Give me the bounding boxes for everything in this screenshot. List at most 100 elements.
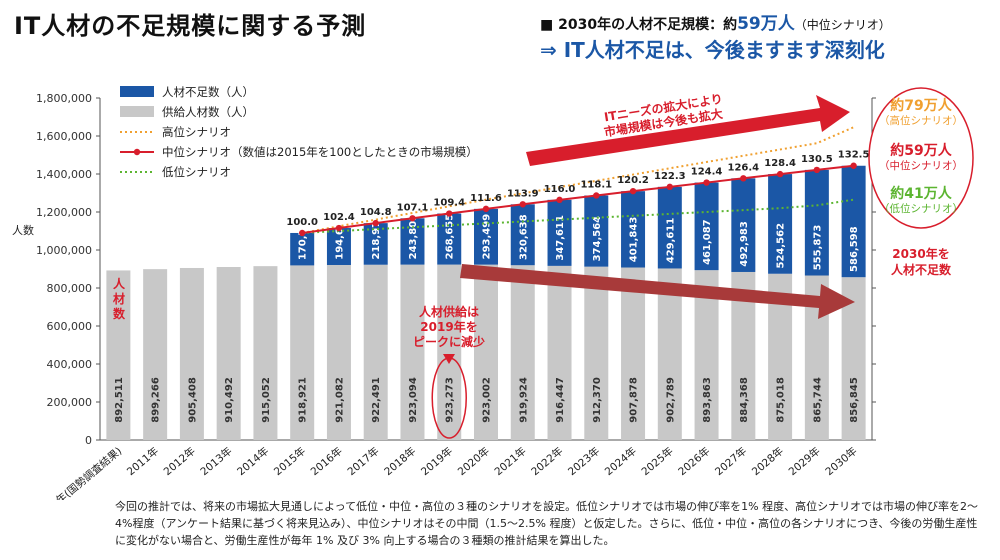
market-index-label: 132.5 bbox=[838, 150, 870, 161]
mid-scenario-point bbox=[666, 183, 674, 191]
x-tick-label: 2019年 bbox=[418, 444, 455, 478]
shortage-bar bbox=[841, 165, 866, 278]
supply-value-label: 865,744 bbox=[812, 377, 823, 423]
mid-scenario-point bbox=[629, 187, 637, 195]
shortage-2030-circle bbox=[868, 87, 974, 229]
x-tick-label: 2010年(国勢調査結果) bbox=[33, 444, 124, 500]
supply-value-label: 916,447 bbox=[555, 377, 566, 423]
supply-side-label: 材 bbox=[112, 291, 125, 306]
series-line-3 bbox=[302, 164, 854, 234]
x-tick-label: 2027年 bbox=[712, 444, 749, 478]
market-index-label: 128.4 bbox=[764, 158, 796, 169]
shortage-value-label: 374,564 bbox=[592, 216, 603, 262]
supply-value-label: 922,491 bbox=[371, 377, 382, 423]
series-line-2 bbox=[302, 126, 855, 234]
shortage-bar bbox=[657, 186, 682, 269]
market-index-label: 111.6 bbox=[470, 193, 502, 204]
shortage-2030-label: 2030年を bbox=[892, 246, 949, 261]
supply-value-label: 912,370 bbox=[592, 377, 603, 423]
note-suffix: （中位シナリオ） bbox=[794, 18, 891, 32]
supply-bar bbox=[326, 264, 351, 440]
mid-scenario-point bbox=[519, 201, 526, 208]
shortage-bar bbox=[437, 213, 462, 265]
mid-scenario-point bbox=[335, 224, 343, 232]
supply-peak-text: ピークに減少 bbox=[413, 334, 485, 349]
footnote: 今回の推計では、将来の市場拡大見通しによって低位・中位・高位の３種のシナリオを設… bbox=[115, 500, 979, 547]
supply-value-label: 919,924 bbox=[518, 377, 529, 423]
supply-value-label: 902,789 bbox=[665, 377, 676, 423]
shortage-bar bbox=[621, 191, 646, 268]
peak-marker bbox=[443, 354, 455, 364]
x-tick-label: 2017年 bbox=[345, 444, 382, 478]
legend-label: 高位シナリオ bbox=[162, 125, 231, 139]
supply-peak-text: 2019年を bbox=[420, 319, 477, 334]
supply-side-label: 数 bbox=[113, 306, 126, 321]
mid-scenario-point bbox=[776, 170, 784, 178]
supply-bar bbox=[584, 266, 609, 440]
supply-decline-arrow bbox=[460, 264, 855, 319]
y-tick-label: 200,000 bbox=[47, 396, 93, 409]
shortage-bar bbox=[400, 218, 425, 265]
x-tick-label: 2029年 bbox=[786, 444, 823, 478]
shortage-value-label: 555,873 bbox=[812, 225, 823, 271]
scenario-value: 約59万人 bbox=[890, 142, 952, 159]
market-growth-arrow bbox=[526, 95, 850, 166]
supply-value-label: 915,052 bbox=[261, 377, 272, 423]
shortage-bar bbox=[474, 208, 498, 265]
mid-scenario-point bbox=[813, 166, 821, 174]
headline-note: ■ 2030年の人材不足規模：約59万人（中位シナリオ） bbox=[540, 9, 891, 34]
supply-bar bbox=[510, 265, 535, 440]
supply-value-label: 923,002 bbox=[482, 377, 493, 423]
shortage-bar bbox=[731, 178, 756, 272]
x-tick-label: 2015年 bbox=[271, 444, 308, 478]
x-tick-label: 2018年 bbox=[382, 444, 419, 478]
supply-bar bbox=[400, 264, 425, 440]
x-tick-label: 2026年 bbox=[676, 444, 713, 478]
y-tick-label: 1,600,000 bbox=[36, 130, 92, 143]
shortage-value-label: 586,598 bbox=[849, 226, 860, 272]
x-tick-label: 2013年 bbox=[198, 444, 235, 478]
x-tick-label: 2022年 bbox=[529, 444, 566, 478]
x-tick-label: 2021年 bbox=[492, 444, 529, 478]
shortage-forecast-chart: 0 200,000 400,000 600,000 800,000 1,000,000 1,… bbox=[12, 85, 974, 500]
supply-value-label: 899,266 bbox=[151, 377, 162, 423]
mid-scenario-point bbox=[372, 219, 379, 227]
shortage-bar bbox=[510, 204, 535, 266]
supply-bar bbox=[621, 267, 646, 440]
market-index-label: 130.5 bbox=[801, 154, 833, 165]
legend-label: 中位シナリオ（数値は2015年を100としたときの市場規模） bbox=[162, 145, 478, 159]
x-tick-label: 2024年 bbox=[602, 444, 639, 478]
supply-value-label: 907,878 bbox=[629, 377, 640, 423]
shortage-value-label: 170,700 bbox=[298, 215, 309, 261]
supply-bar bbox=[474, 264, 498, 440]
supply-bar bbox=[290, 265, 315, 440]
scenario-value: 約41万人 bbox=[890, 185, 952, 202]
mid-scenario-point bbox=[409, 215, 416, 222]
supply-bar bbox=[106, 270, 131, 440]
market-index-label: 113.9 bbox=[507, 188, 539, 199]
supply-bar bbox=[547, 265, 572, 440]
mid-scenario-point bbox=[740, 175, 747, 182]
scenario-label: （低位シナリオ） bbox=[879, 202, 963, 215]
y-tick-label: 1,800,000 bbox=[36, 92, 92, 105]
shortage-value-label: 243,805 bbox=[408, 214, 419, 260]
shortage-value-label: 347,611 bbox=[555, 215, 566, 261]
x-tick-label: 2030年 bbox=[823, 444, 860, 478]
supply-value-label: 923,273 bbox=[445, 377, 456, 423]
y-tick-label: 1,000,000 bbox=[36, 244, 92, 257]
supply-value-label: 875,018 bbox=[776, 377, 787, 423]
market-index-label: 100.0 bbox=[286, 217, 318, 228]
y-tick-label: 1,200,000 bbox=[36, 206, 92, 219]
mid-scenario-point bbox=[703, 179, 710, 186]
y-tick-label: 600,000 bbox=[47, 320, 93, 333]
market-index-label: 102.4 bbox=[323, 212, 355, 223]
x-tick-label: 2011年 bbox=[124, 444, 161, 478]
y-tick-label: 1,400,000 bbox=[36, 168, 92, 181]
supply-bar bbox=[657, 268, 682, 440]
supply-value-label: 856,845 bbox=[849, 377, 860, 423]
legend-label: 供給人材数（人） bbox=[162, 105, 254, 119]
supply-side-label: 人 bbox=[113, 276, 126, 291]
legend-swatch-dot bbox=[133, 148, 141, 156]
x-tick-label: 2020年 bbox=[455, 444, 492, 478]
supply-bar bbox=[143, 269, 168, 440]
